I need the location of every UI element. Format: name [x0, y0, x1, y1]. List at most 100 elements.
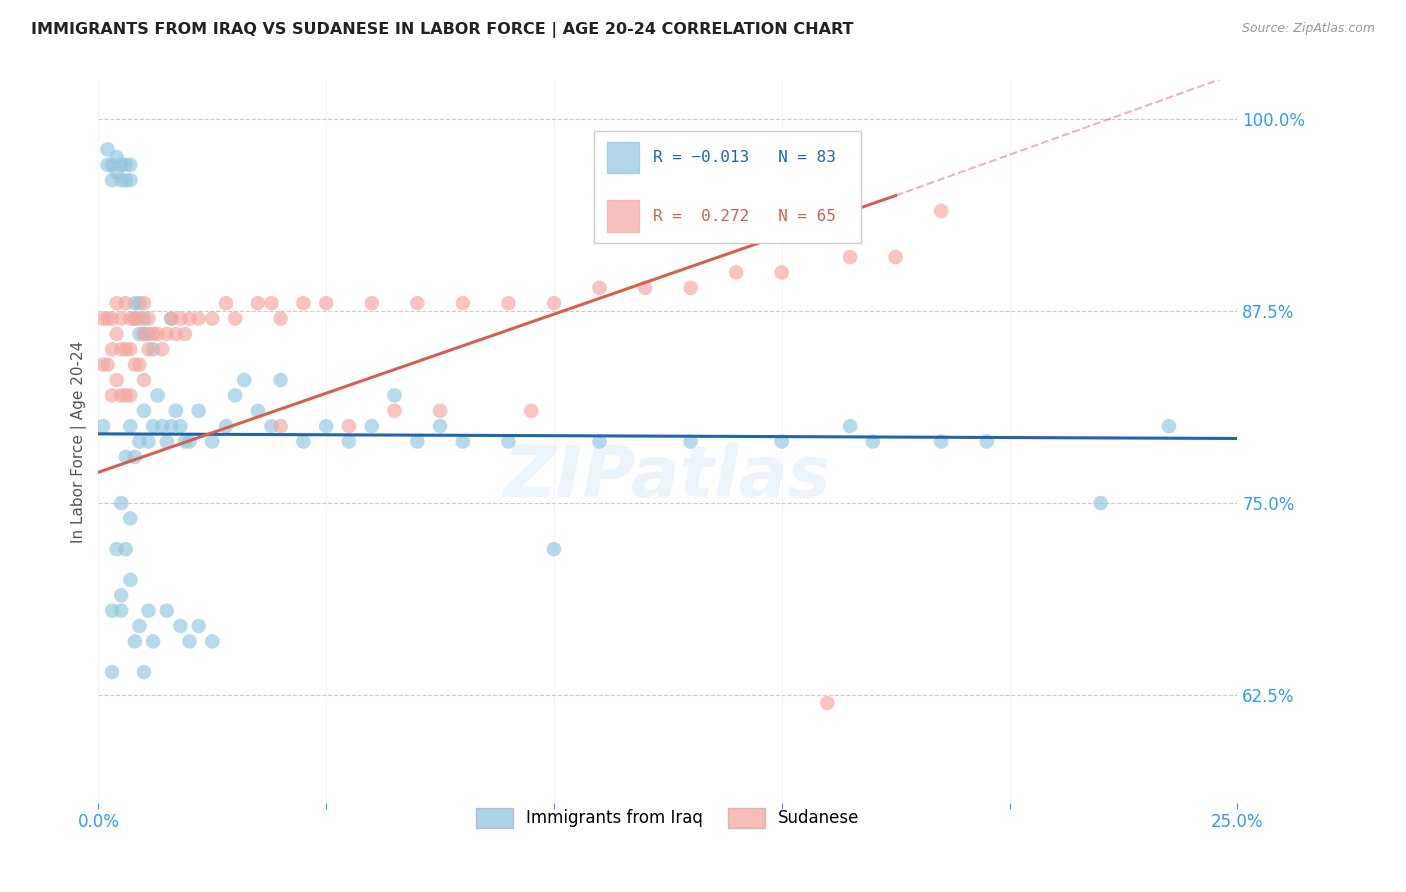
- Point: [884, 250, 907, 264]
- Point: [406, 434, 429, 449]
- Point: [429, 404, 451, 418]
- Legend: Immigrants from Iraq, Sudanese: Immigrants from Iraq, Sudanese: [470, 802, 866, 834]
- Point: [725, 265, 748, 279]
- Point: [498, 296, 520, 310]
- Point: [929, 434, 952, 449]
- Point: [929, 203, 952, 218]
- Point: [270, 311, 292, 326]
- Point: [520, 404, 543, 418]
- Point: [215, 419, 238, 434]
- Point: [114, 158, 136, 172]
- Point: [101, 388, 124, 402]
- Text: R =  0.272   N = 65: R = 0.272 N = 65: [652, 209, 837, 224]
- Point: [105, 150, 128, 164]
- Point: [128, 434, 150, 449]
- Point: [315, 419, 337, 434]
- Point: [169, 419, 191, 434]
- Point: [588, 281, 610, 295]
- Point: [124, 450, 146, 464]
- Point: [124, 311, 146, 326]
- Point: [114, 450, 136, 464]
- Point: [165, 404, 187, 418]
- Point: [96, 311, 118, 326]
- Point: [150, 419, 173, 434]
- Point: [128, 358, 150, 372]
- Point: [270, 373, 292, 387]
- Point: [260, 419, 283, 434]
- Point: [174, 326, 197, 341]
- Point: [142, 634, 165, 648]
- Point: [146, 326, 169, 341]
- Point: [187, 619, 209, 633]
- Point: [498, 434, 520, 449]
- Point: [187, 311, 209, 326]
- Bar: [607, 200, 640, 232]
- Text: R = −0.013   N = 83: R = −0.013 N = 83: [652, 150, 837, 165]
- Point: [384, 388, 406, 402]
- Point: [292, 434, 315, 449]
- Point: [679, 281, 702, 295]
- Point: [246, 296, 269, 310]
- Point: [101, 311, 124, 326]
- Point: [451, 434, 474, 449]
- Point: [270, 419, 292, 434]
- Point: [96, 158, 118, 172]
- Point: [770, 434, 793, 449]
- Point: [105, 373, 128, 387]
- Point: [201, 434, 224, 449]
- Point: [156, 434, 179, 449]
- Point: [839, 250, 862, 264]
- Point: [124, 358, 146, 372]
- Point: [120, 173, 142, 187]
- Point: [138, 326, 160, 341]
- Point: [1090, 496, 1112, 510]
- Point: [142, 419, 165, 434]
- Point: [142, 343, 165, 357]
- Text: IMMIGRANTS FROM IRAQ VS SUDANESE IN LABOR FORCE | AGE 20-24 CORRELATION CHART: IMMIGRANTS FROM IRAQ VS SUDANESE IN LABO…: [31, 22, 853, 38]
- Point: [862, 434, 884, 449]
- Point: [233, 373, 256, 387]
- Point: [91, 419, 114, 434]
- Point: [169, 311, 191, 326]
- Point: [101, 665, 124, 680]
- Point: [246, 404, 269, 418]
- Y-axis label: In Labor Force | Age 20-24: In Labor Force | Age 20-24: [72, 341, 87, 542]
- Point: [120, 311, 142, 326]
- Point: [128, 326, 150, 341]
- Point: [543, 296, 565, 310]
- FancyBboxPatch shape: [593, 131, 862, 243]
- Point: [101, 604, 124, 618]
- Point: [132, 326, 155, 341]
- Text: Source: ZipAtlas.com: Source: ZipAtlas.com: [1241, 22, 1375, 36]
- Point: [132, 404, 155, 418]
- Point: [179, 434, 201, 449]
- Point: [96, 143, 118, 157]
- Point: [114, 542, 136, 557]
- Point: [128, 296, 150, 310]
- Point: [1157, 419, 1180, 434]
- Point: [215, 296, 238, 310]
- Point: [101, 158, 124, 172]
- Point: [101, 343, 124, 357]
- Point: [114, 388, 136, 402]
- Point: [839, 419, 862, 434]
- Point: [179, 634, 201, 648]
- Point: [128, 619, 150, 633]
- Point: [224, 388, 246, 402]
- Point: [224, 311, 246, 326]
- Point: [543, 542, 565, 557]
- Point: [160, 419, 183, 434]
- Point: [114, 343, 136, 357]
- Point: [114, 296, 136, 310]
- Bar: [607, 142, 640, 173]
- Point: [174, 434, 197, 449]
- Point: [120, 343, 142, 357]
- Point: [156, 326, 179, 341]
- Point: [187, 404, 209, 418]
- Point: [588, 434, 610, 449]
- Point: [110, 604, 132, 618]
- Point: [337, 419, 360, 434]
- Point: [124, 296, 146, 310]
- Point: [770, 265, 793, 279]
- Point: [120, 511, 142, 525]
